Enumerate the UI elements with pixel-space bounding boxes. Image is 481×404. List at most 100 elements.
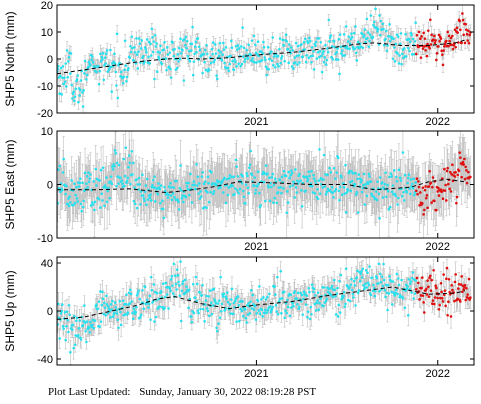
data-point	[318, 49, 322, 53]
recent-point	[458, 19, 461, 23]
data-point	[328, 40, 331, 43]
data-point	[89, 173, 92, 176]
data-point	[362, 172, 366, 176]
data-point	[162, 48, 166, 51]
data-point	[396, 196, 400, 200]
data-point	[77, 185, 81, 188]
data-point	[412, 52, 416, 56]
data-point	[278, 37, 282, 40]
recent-point	[462, 33, 465, 37]
data-point	[238, 187, 242, 191]
data-point	[69, 201, 72, 204]
data-point	[324, 43, 327, 47]
data-point	[89, 204, 93, 207]
recent-point	[435, 208, 438, 212]
data-point	[143, 190, 147, 194]
data-point	[125, 179, 129, 183]
data-point	[331, 191, 335, 195]
data-point	[411, 186, 415, 190]
data-point	[92, 179, 96, 183]
data-point	[177, 208, 181, 211]
recent-point	[459, 156, 462, 159]
data-point	[66, 202, 69, 206]
data-point	[215, 183, 218, 187]
data-point	[197, 45, 201, 49]
recent-point	[444, 183, 447, 187]
data-point	[70, 179, 73, 182]
data-point	[159, 201, 162, 205]
data-point	[133, 202, 137, 206]
data-point	[304, 37, 307, 41]
data-point	[95, 184, 98, 187]
data-point	[143, 199, 146, 203]
data-point	[310, 169, 313, 173]
data-point	[366, 182, 370, 186]
data-point	[107, 186, 110, 190]
data-point	[65, 49, 69, 52]
data-point	[75, 186, 78, 189]
data-point	[320, 54, 323, 58]
data-point	[366, 37, 369, 40]
data-point	[135, 178, 138, 181]
data-point	[290, 171, 294, 175]
data-point	[295, 191, 299, 194]
data-point	[147, 55, 150, 59]
data-point	[316, 50, 320, 54]
data-point	[157, 182, 160, 185]
data-point	[133, 51, 137, 54]
data-point	[173, 195, 176, 199]
data-point	[100, 192, 104, 196]
data-point	[245, 48, 248, 52]
recent-point	[435, 58, 438, 62]
data-point	[148, 62, 152, 65]
data-point	[263, 172, 266, 175]
recent-point	[422, 45, 426, 48]
data-point	[402, 190, 405, 194]
recent-point	[415, 177, 419, 180]
data-point	[288, 43, 291, 46]
recent-point	[433, 199, 436, 203]
data-point	[247, 43, 250, 46]
data-point	[211, 41, 215, 44]
data-point	[205, 206, 208, 210]
data-point	[224, 201, 228, 205]
data-point	[128, 161, 132, 165]
data-point	[90, 58, 94, 62]
data-point	[232, 68, 236, 72]
data-point	[345, 191, 349, 194]
data-point	[240, 181, 244, 185]
data-point	[252, 34, 256, 38]
data-point	[138, 183, 142, 186]
data-point	[338, 198, 341, 202]
data-point	[251, 57, 254, 60]
data-point	[222, 48, 226, 51]
data-point	[272, 183, 276, 187]
data-point	[117, 163, 121, 167]
data-point	[132, 59, 136, 62]
recent-point	[437, 186, 440, 190]
data-point	[85, 78, 88, 81]
recent-point	[436, 190, 439, 193]
data-point	[145, 177, 149, 181]
data-point	[191, 73, 195, 77]
data-point	[282, 187, 285, 190]
data-point	[250, 173, 254, 177]
data-point	[367, 45, 371, 48]
data-point	[186, 187, 190, 191]
data-point	[65, 184, 68, 188]
data-point	[130, 149, 134, 153]
data-point	[296, 63, 299, 66]
data-point	[403, 173, 407, 177]
recent-point	[424, 48, 427, 52]
data-point	[149, 42, 152, 46]
recent-point	[441, 63, 445, 67]
data-point	[391, 184, 395, 187]
data-point	[105, 200, 109, 204]
data-point	[171, 41, 174, 44]
data-point	[76, 200, 80, 203]
recent-point	[417, 185, 421, 189]
data-point	[336, 47, 339, 50]
data-point	[70, 83, 73, 87]
data-point	[85, 182, 88, 185]
recent-point	[453, 28, 457, 31]
